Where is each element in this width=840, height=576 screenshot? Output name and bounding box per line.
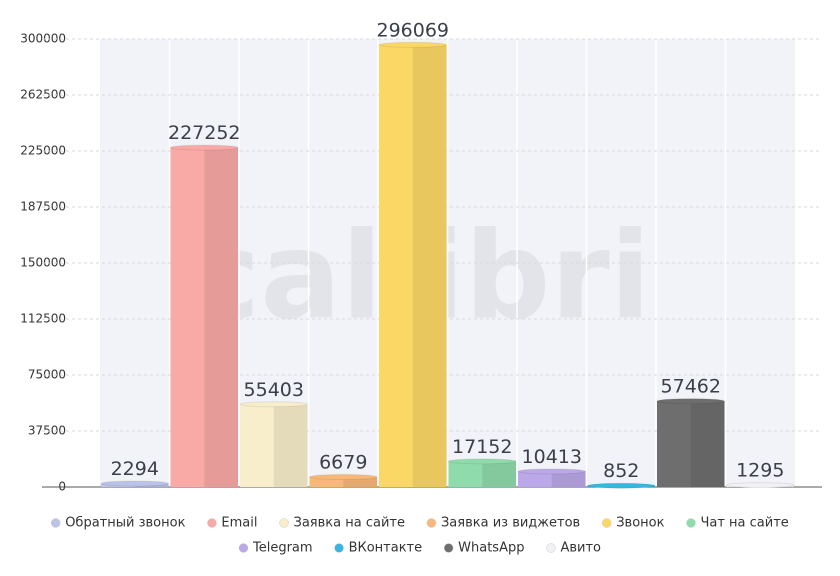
bar-top xyxy=(587,482,656,489)
bar xyxy=(448,461,516,487)
bar-top xyxy=(309,474,378,481)
value-label: 2294 xyxy=(111,458,159,480)
value-label: 1295 xyxy=(736,460,784,482)
value-label: 6679 xyxy=(319,452,367,474)
legend-marker xyxy=(686,518,696,528)
value-label: 296069 xyxy=(376,19,449,41)
bar-top xyxy=(448,458,517,465)
bar-top xyxy=(378,41,447,48)
bar xyxy=(657,401,725,487)
value-label: 227252 xyxy=(168,122,241,144)
bar xyxy=(518,471,586,487)
bar-top xyxy=(726,482,795,489)
legend-label: Заявка на сайте xyxy=(294,516,405,531)
legend-marker xyxy=(238,543,249,553)
value-label: 852 xyxy=(603,460,639,482)
legend-label: Email xyxy=(221,516,257,531)
legend-marker xyxy=(443,543,454,553)
bar-top xyxy=(517,468,586,475)
value-label: 17152 xyxy=(452,436,512,458)
legend-label: Авито xyxy=(560,541,601,556)
bar-top xyxy=(100,480,169,487)
bar-shade xyxy=(482,461,516,487)
y-tick-label: 75000 xyxy=(28,368,66,382)
bar xyxy=(379,44,447,487)
y-tick-label: 37500 xyxy=(28,424,66,438)
bar xyxy=(309,477,377,487)
legend-marker xyxy=(426,518,437,528)
legend-label: ВКонтакте xyxy=(349,541,423,556)
value-label: 57462 xyxy=(661,376,721,398)
legend-label: Заявка из виджетов xyxy=(441,516,580,531)
legend-label: Чат на сайте xyxy=(700,516,788,531)
legend-label: Обратный звонок xyxy=(65,516,185,531)
value-label: 10413 xyxy=(522,446,582,468)
bar-shade xyxy=(343,477,377,487)
legend-label: Звонок xyxy=(616,516,664,531)
bar-top xyxy=(239,401,308,408)
legend-marker xyxy=(601,518,612,528)
bar-top xyxy=(656,398,725,405)
legend-marker xyxy=(207,518,217,528)
legend-marker xyxy=(334,543,344,553)
bar-shade xyxy=(412,44,447,487)
value-label: 55403 xyxy=(244,379,304,401)
bar-shade xyxy=(273,404,308,487)
bar xyxy=(170,147,238,487)
legend-marker xyxy=(50,518,61,528)
legend-marker xyxy=(279,518,289,528)
bar xyxy=(240,404,308,487)
legend-label: WhatsApp xyxy=(458,541,524,556)
bar-shade xyxy=(204,147,238,487)
bar-top xyxy=(170,144,239,151)
bar-shade xyxy=(551,471,586,487)
legend-marker xyxy=(546,543,556,553)
bar-shade xyxy=(690,401,725,487)
legend-label: Telegram xyxy=(252,541,313,556)
